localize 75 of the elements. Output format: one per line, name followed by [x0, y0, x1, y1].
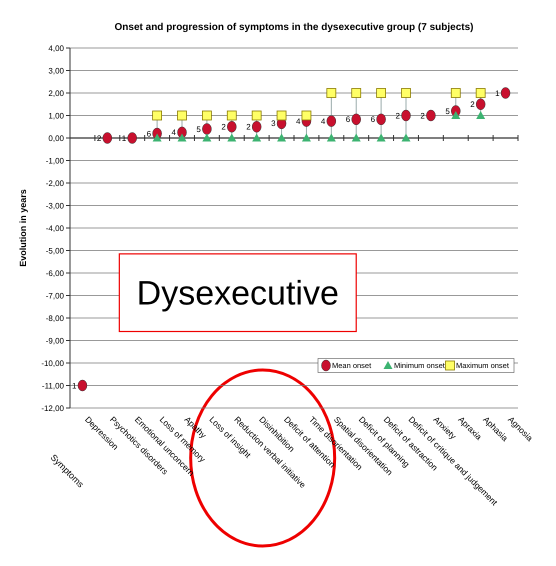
y-tick-label: -5,00 — [46, 246, 65, 256]
annotation: Dysexecutive — [136, 274, 339, 313]
point — [376, 134, 386, 142]
annotation: 5 — [445, 106, 450, 116]
y-tick-label: -9,00 — [46, 336, 65, 346]
point — [177, 110, 187, 120]
point — [152, 134, 162, 142]
y-tick-label: -6,00 — [46, 268, 65, 278]
annotation: 2 — [396, 111, 401, 120]
point — [401, 88, 411, 98]
point — [401, 110, 411, 122]
annotation: 2 — [420, 111, 426, 120]
point — [276, 110, 286, 120]
point — [351, 114, 361, 126]
point — [227, 134, 236, 142]
point — [326, 134, 336, 142]
point — [252, 121, 262, 132]
annotation: 5 — [196, 124, 202, 134]
point — [226, 110, 237, 120]
point — [202, 134, 212, 142]
annotation: 1 — [495, 88, 500, 98]
point — [352, 134, 361, 142]
y-tick-label: -3,00 — [46, 201, 65, 210]
annotation: 2 — [470, 100, 476, 110]
point — [127, 132, 137, 144]
point — [152, 110, 162, 120]
annotation: 4 — [172, 128, 177, 138]
point — [302, 134, 311, 142]
point — [178, 134, 186, 142]
y-tick-label: -1,00 — [46, 156, 65, 166]
point — [351, 88, 362, 98]
point — [476, 98, 486, 110]
y-tick-label: -10,00 — [41, 358, 65, 368]
annotation: 6 — [370, 115, 376, 124]
point — [227, 121, 237, 132]
chart-title: Onset and progression of symptoms in the dysexecutive group (7 subjects) — [114, 22, 474, 33]
point — [450, 88, 461, 98]
point — [277, 134, 286, 142]
annotation: 1 — [72, 381, 77, 390]
y-tick-label: -8,00 — [46, 314, 65, 323]
y-tick-label: -4,00 — [46, 224, 65, 233]
y-tick-label: -2,00 — [46, 178, 65, 188]
point — [78, 380, 88, 392]
y-axis-title: Evolution in years — [18, 189, 28, 267]
y-tick-label: -7,00 — [46, 291, 65, 300]
y-tick-label: -12,00 — [41, 404, 65, 413]
point — [326, 88, 336, 98]
y-tick-label: -11,00 — [42, 381, 65, 390]
point — [252, 134, 262, 142]
point — [500, 87, 510, 99]
annotation: 2 — [221, 122, 226, 132]
point — [202, 123, 212, 135]
point — [302, 110, 312, 120]
y-tick-label: 4,00 — [48, 44, 65, 53]
point — [402, 134, 410, 142]
point — [476, 88, 486, 98]
point — [102, 132, 112, 144]
annotation: 2 — [246, 122, 252, 132]
point — [451, 111, 460, 119]
annotation: 6 — [146, 129, 152, 138]
annotation: 4 — [320, 116, 326, 126]
annotation: 6 — [346, 115, 351, 124]
y-tick-label: 1,00 — [48, 111, 65, 120]
point — [326, 115, 336, 127]
point — [376, 114, 386, 126]
annotation: 3 — [271, 119, 276, 128]
annotation: 4 — [296, 116, 301, 126]
y-tick-label: 2,00 — [48, 88, 65, 98]
point — [476, 111, 486, 119]
point — [426, 110, 436, 122]
y-tick-label: 3,00 — [48, 66, 65, 76]
point — [202, 110, 212, 120]
point — [376, 88, 386, 98]
y-tick-label: 0,00 — [48, 134, 65, 143]
point — [252, 110, 262, 120]
